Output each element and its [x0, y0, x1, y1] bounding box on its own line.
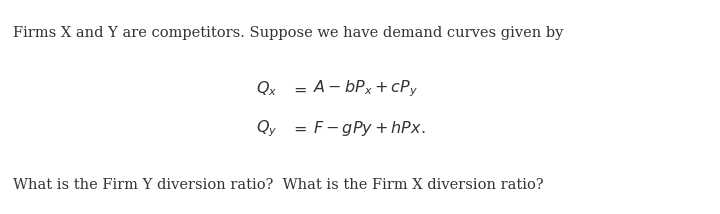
Text: $F - gPy + hPx.$: $F - gPy + hPx.$	[313, 119, 426, 138]
Text: $=$: $=$	[290, 120, 307, 137]
Text: What is the Firm Y diversion ratio?  What is the Firm X diversion ratio?: What is the Firm Y diversion ratio? What…	[13, 178, 544, 192]
Text: $Q_y$: $Q_y$	[256, 118, 277, 139]
Text: $Q_x$: $Q_x$	[256, 79, 277, 98]
Text: $A - bP_x + cP_y$: $A - bP_x + cP_y$	[313, 79, 418, 99]
Text: Firms X and Y are competitors. Suppose we have demand curves given by: Firms X and Y are competitors. Suppose w…	[13, 26, 563, 40]
Text: $=$: $=$	[290, 80, 307, 97]
